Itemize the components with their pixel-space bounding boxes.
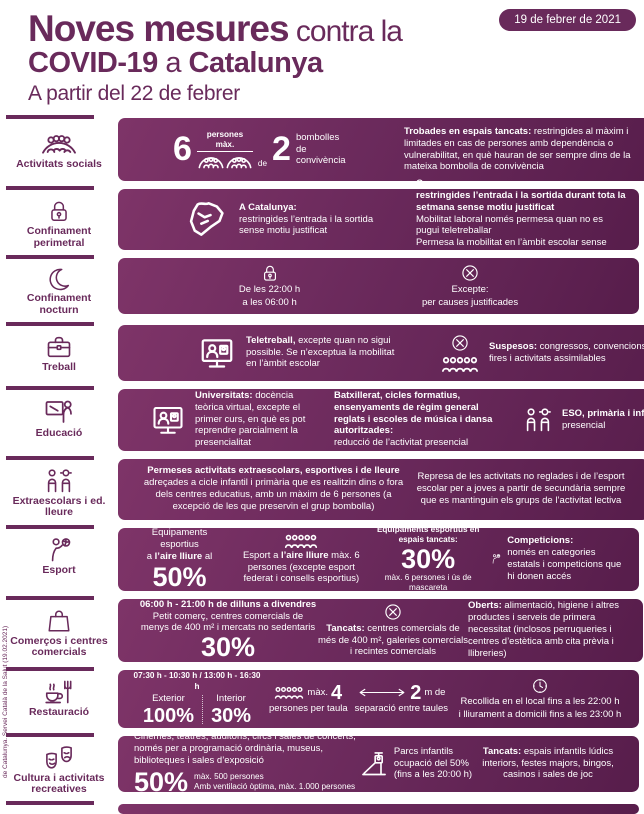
people-dome-icon — [36, 126, 82, 158]
distance-arrow-icon — [357, 687, 407, 698]
lock-icon — [260, 263, 280, 283]
shopping-bag-icon — [46, 607, 72, 635]
category-label: Confinament perimetral — [26, 225, 92, 249]
suspended-rule: Suspesos: congressos, convencions, fires… — [489, 340, 644, 364]
moon-icon — [46, 266, 72, 292]
tancats-rule: Tancats: centres comercials de més de 40… — [318, 602, 468, 659]
espais-tancats-capacity: Equipaments esportius en espais tancats:… — [376, 525, 480, 592]
horaris-capacity: 07:30 h - 10:30 h / 13:00 h - 16:30 h Ex… — [133, 671, 261, 727]
bubble-icon — [197, 152, 225, 169]
row-confinament-nocturn: Confinament nocturn De les 22:00 h a les… — [0, 255, 644, 317]
eso-rule: ESO, primària i infantil: presencial — [562, 407, 644, 431]
batxillerat-rule: Batxillerat, cicles formatius, ensenyame… — [334, 389, 493, 449]
comarca-rule: Comarca: restringides l’entrada i la sor… — [416, 177, 626, 261]
category-label: Treball — [42, 360, 76, 373]
competicions-rule: Competicions: només en categories estata… — [490, 535, 625, 583]
aire-lliure-capacity: Equipaments esportius a l’aire lliure al… — [146, 526, 213, 593]
taula-limit: màx. 4 persones per taula — [268, 681, 348, 714]
row-extraescolars: Extraescolars i ed. lleure Permeses acti… — [0, 455, 644, 520]
row-confinament-perimetral: Confinament perimetral A Catalunya: rest… — [0, 178, 644, 260]
suspended-icons — [441, 333, 479, 373]
children-icon — [44, 467, 74, 495]
recollida-rule: Recollida en el local fins a les 22:00 h… — [455, 677, 625, 721]
briefcase-icon — [44, 333, 74, 361]
oberts-rule: Oberts: alimentació, higiene i altres pr… — [468, 600, 620, 659]
esport-aire-lliure: Esport a l’aire lliure màx. 6 persones (… — [236, 533, 366, 586]
page-title-line2: COVID-19 a Catalunya — [28, 46, 323, 79]
category-label: Educació — [35, 426, 83, 439]
row-comercos: Comerços i centres comercials 06:00 h - … — [0, 595, 644, 663]
page-subtitle: A partir del 22 de febrer — [28, 82, 240, 106]
header: Noves mesures contra la COVID-19 a Catal… — [0, 0, 644, 115]
teacher-board-icon — [41, 397, 77, 427]
crowd-icon — [284, 533, 318, 549]
category-label: Extraescolars i ed. lleure — [12, 494, 106, 519]
category-label: Restauració — [28, 705, 90, 718]
sport-player-icon — [490, 547, 501, 571]
petit-comerc-rule: 06:00 h - 21:00 h de dilluns a divendres… — [139, 598, 317, 663]
row-treball: Treball Teletreball, excepte quan no sig… — [0, 321, 644, 381]
separacio-taules: 2 m de separació entre taules — [354, 681, 449, 714]
universitats-rule: Universitats: docència teòrica virtual, … — [195, 389, 306, 449]
category-label: Confinament nocturn — [26, 292, 92, 316]
prohibited-icon — [460, 263, 480, 283]
row-educacio: Educació Universitats: docència teòrica … — [0, 385, 644, 451]
category-label: Comerços i centres comercials — [10, 634, 108, 659]
cultura-tancats: Tancats: espais infantils lúdics interio… — [482, 745, 614, 781]
crowd-icon — [274, 685, 304, 700]
parcs-infantils-rule: Parcs infantils ocupació del 50% (fins a… — [360, 746, 472, 782]
extraescolars-permeses: Permeses activitats extraescolars, espor… — [143, 465, 404, 512]
prohibited-icon — [383, 602, 403, 622]
clock-icon — [531, 677, 549, 695]
persons-limit: 6 persones màx. de 2 bombolles de conviv… — [173, 129, 346, 169]
row-esport: Esport Equipaments esportius a l’aire ll… — [0, 524, 644, 593]
row-cultura: Cultura i activitats recreatives Cinemes… — [0, 731, 644, 797]
sport-player-icon — [44, 536, 74, 564]
catalunya-rule: A Catalunya: restringides l’entrada i la… — [239, 201, 374, 237]
telework-monitor-icon — [198, 334, 236, 372]
catalunya-map-icon — [183, 198, 227, 242]
measures-list: Activitats socials 6 persones màx. de 2 … — [0, 115, 644, 814]
lock-icon — [46, 197, 72, 225]
curfew-hours: De les 22:00 h a les 06:00 h — [239, 263, 300, 309]
category-label: Esport — [42, 563, 76, 576]
page-title: Noves mesures contra la — [28, 8, 403, 49]
crowd-icon — [441, 355, 479, 373]
prohibited-icon — [450, 333, 470, 353]
row-activitats-socials: Activitats socials 6 persones màx. de 2 … — [0, 115, 644, 181]
category-label: Activitats socials — [16, 158, 102, 170]
theater-masks-icon — [44, 744, 74, 772]
category-label: Cultura i activitats recreatives — [13, 771, 105, 796]
represa-activitats: Represa de les activitats no reglades i … — [416, 471, 626, 506]
closed-spaces-note: Trobades en espais tancats: restringides… — [404, 125, 631, 173]
telework-rule: Teletreball, excepte quan no sigui possi… — [246, 334, 395, 370]
bubble-icon — [225, 152, 253, 169]
restaurant-icon — [43, 678, 75, 706]
date-badge: 19 de febrer de 2021 — [499, 9, 636, 31]
playground-slide-icon — [360, 750, 388, 778]
row-restauracio: Restauració 07:30 h - 10:30 h / 13:00 h … — [0, 666, 644, 728]
children-icon — [523, 406, 553, 434]
virtual-class-icon — [150, 402, 186, 438]
curfew-exception: Excepte: per causes justificades — [422, 263, 518, 309]
row-partial — [0, 801, 644, 814]
cultura-capacity: Cinemes, teatres, auditoris, circs i sal… — [134, 731, 356, 797]
